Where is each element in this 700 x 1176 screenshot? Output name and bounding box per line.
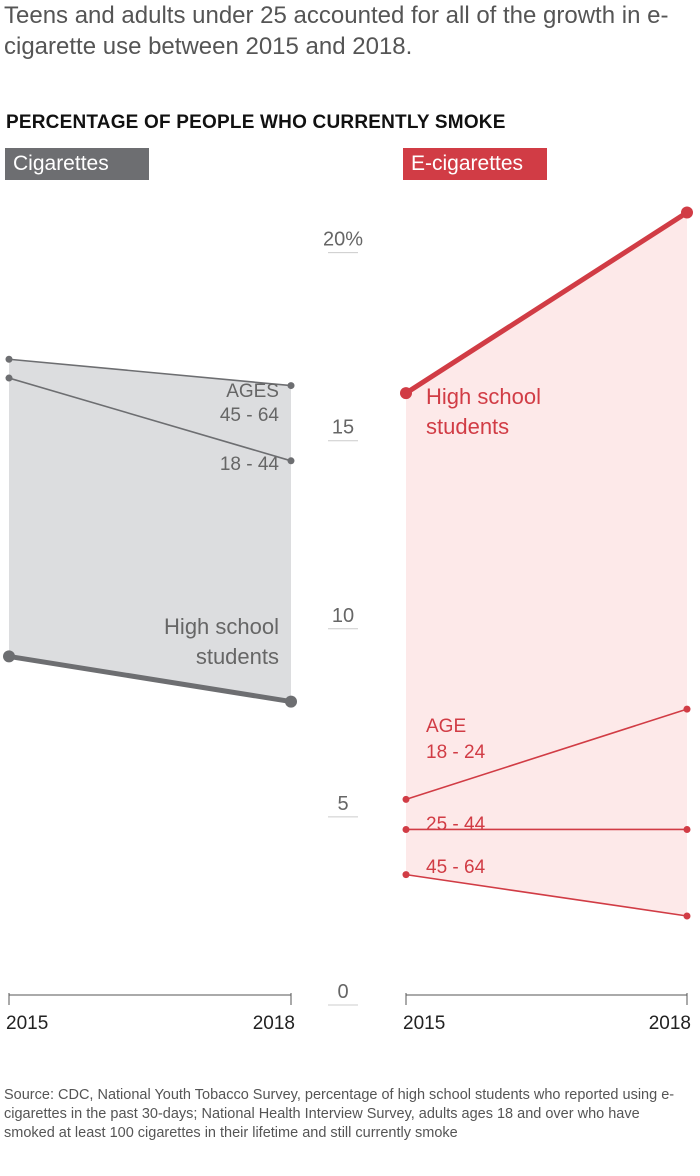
series-line <box>8 358 292 387</box>
data-point <box>285 695 297 708</box>
data-point <box>400 387 412 400</box>
data-point <box>683 825 691 833</box>
data-point <box>5 374 13 382</box>
series-label: 25 - 44 <box>426 814 486 835</box>
data-point <box>402 825 410 833</box>
series-label: 45 - 64 <box>426 857 486 878</box>
source-note: Source: CDC, National Youth Tobacco Surv… <box>4 1087 675 1141</box>
x-tick-label: 2015 <box>6 1013 48 1034</box>
data-point <box>287 457 295 465</box>
series-label: 45 - 64 <box>220 405 280 426</box>
headline: Teens and adults under 25 accounted for … <box>4 2 669 60</box>
x-tick-label: 2018 <box>253 1013 295 1034</box>
series-line <box>8 377 292 462</box>
data-point <box>3 650 15 663</box>
panel-label-cigarettes: Cigarettes <box>5 148 149 180</box>
series-line <box>405 708 688 801</box>
data-point <box>683 912 691 920</box>
data-point <box>5 355 13 363</box>
series-line <box>6 653 294 705</box>
data-point <box>402 871 410 879</box>
series-label: students <box>426 414 509 439</box>
y-tick-label: 5 <box>337 793 348 815</box>
panel-area-0 <box>9 359 291 702</box>
y-tick-label: 15 <box>332 417 354 439</box>
chart-title: PERCENTAGE OF PEOPLE WHO CURRENTLY SMOKE <box>6 112 506 133</box>
data-point <box>287 382 295 390</box>
panel-area-1 <box>406 212 687 916</box>
y-tick-label: 20% <box>323 229 363 251</box>
series-label: High school <box>164 614 279 639</box>
series-label: AGES <box>226 381 279 402</box>
series-label: AGE <box>426 716 466 737</box>
y-tick-label: 0 <box>337 981 348 1003</box>
series-label: High school <box>426 384 541 409</box>
series-label: 18 - 44 <box>220 454 280 475</box>
data-point <box>681 206 693 219</box>
data-point <box>402 795 410 803</box>
x-tick-label: 2018 <box>649 1013 691 1034</box>
series-line <box>403 210 690 396</box>
y-tick-label: 10 <box>332 605 354 627</box>
series-label: students <box>196 644 279 669</box>
panel-label-ecigarettes: E-cigarettes <box>403 148 547 180</box>
data-point <box>683 705 691 713</box>
x-tick-label: 2015 <box>403 1013 445 1034</box>
series-line <box>405 873 688 917</box>
series-label: 18 - 24 <box>426 742 486 763</box>
